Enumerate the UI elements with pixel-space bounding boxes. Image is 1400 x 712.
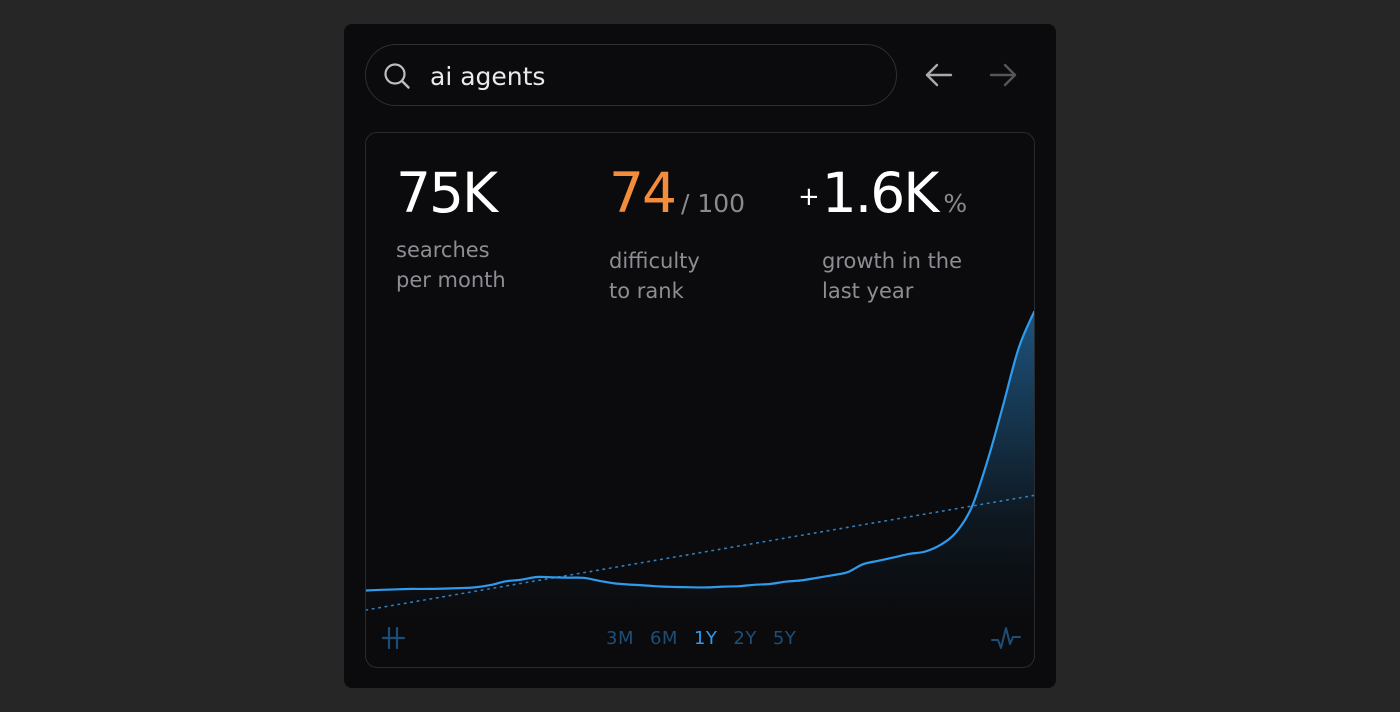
trend-line <box>366 494 1034 611</box>
range-5y[interactable]: 5Y <box>772 628 797 649</box>
arrow-right-icon[interactable] <box>986 56 1020 94</box>
keyword-panel: 75K searches per month 74/ 100 difficult… <box>344 24 1056 688</box>
searches-label-line1: searches <box>396 238 490 262</box>
range-6m[interactable]: 6M <box>649 628 678 649</box>
series-line <box>366 310 1034 592</box>
searches-label-line2: per month <box>396 268 506 292</box>
searches-stat: 75K searches per month <box>396 163 576 295</box>
trend-area <box>366 312 1034 613</box>
growth-value: 1.6K <box>821 161 940 225</box>
search-bar[interactable] <box>365 44 897 106</box>
range-selector: 3M 6M 1Y 2Y 5Y <box>598 626 804 654</box>
growth-stat: +1.6K% growth in the last year <box>798 163 1002 306</box>
range-3m[interactable]: 3M <box>606 628 634 649</box>
search-input[interactable] <box>428 57 872 95</box>
difficulty-label-line1: difficulty <box>609 249 700 273</box>
arrow-left-icon[interactable] <box>922 56 956 94</box>
growth-sign: + <box>798 182 820 212</box>
difficulty-label-line2: to rank <box>609 279 684 303</box>
growth-suffix: % <box>943 189 968 218</box>
difficulty-value: 74 <box>609 161 677 225</box>
difficulty-label: difficulty to rank <box>609 246 789 306</box>
range-2y[interactable]: 2Y <box>733 628 757 649</box>
hash-icon[interactable] <box>380 624 408 652</box>
search-icon <box>384 63 410 89</box>
growth-label: growth in the last year <box>822 246 1002 306</box>
difficulty-suffix: / 100 <box>681 189 746 218</box>
growth-label-line1: growth in the <box>822 249 963 273</box>
searches-label: searches per month <box>396 235 576 295</box>
range-1y[interactable]: 1Y <box>693 628 718 649</box>
searches-value: 75K <box>396 161 498 225</box>
trend-card: 75K searches per month 74/ 100 difficult… <box>365 132 1035 668</box>
growth-label-line2: last year <box>822 279 914 303</box>
activity-icon[interactable] <box>990 622 1022 654</box>
difficulty-stat: 74/ 100 difficulty to rank <box>609 163 789 306</box>
trend-chart <box>366 310 1034 613</box>
